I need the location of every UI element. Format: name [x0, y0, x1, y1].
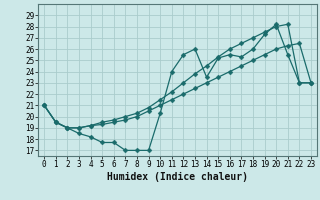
X-axis label: Humidex (Indice chaleur): Humidex (Indice chaleur)	[107, 172, 248, 182]
